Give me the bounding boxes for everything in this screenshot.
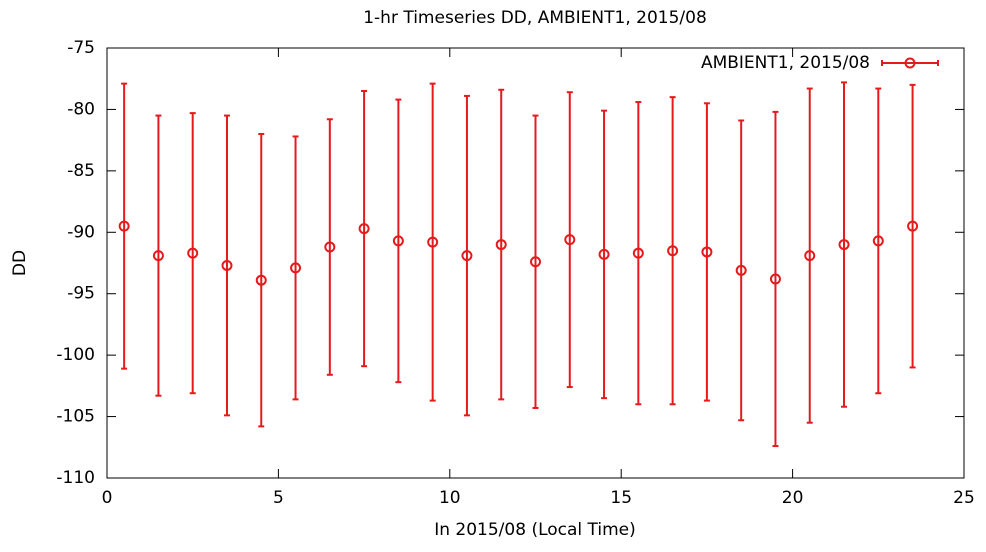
point [255,274,267,286]
point [461,250,473,262]
error-bar [292,135,299,401]
y-tick-label: -100 [56,345,95,365]
point [907,220,919,232]
error-bar [498,88,505,401]
point [598,248,610,260]
y-tick-label: -95 [67,284,95,304]
error-bar [909,83,916,369]
x-tick-label: 10 [439,488,461,508]
point [358,223,370,235]
point [427,236,439,248]
point [735,264,747,276]
error-bar [532,114,539,409]
error-bar [738,119,745,422]
point [324,241,336,253]
y-tick-label: -110 [56,468,95,488]
error-bar [121,82,128,370]
x-tick-label: 0 [102,488,113,508]
error-bar [395,98,402,384]
error-bar [223,114,230,417]
error-bar [361,90,368,368]
error-bar [635,101,642,406]
point [221,259,233,271]
error-bar [841,81,848,408]
x-tick-label: 15 [610,488,632,508]
point [667,245,679,257]
y-tick-label: -75 [67,38,95,58]
legend-label: AMBIENT1, 2015/08 [701,53,870,73]
point [530,256,541,268]
point [392,235,404,247]
plot-border [106,47,965,479]
point [872,235,884,247]
chart-title: 1-hr Timeseries DD, AMBIENT1, 2015/08 [363,8,707,28]
error-bar [669,96,676,406]
point [804,250,816,262]
error-bar [326,118,333,376]
point [564,234,576,246]
legend-marker [904,57,916,69]
point [701,246,713,258]
error-bar [566,91,573,389]
y-tick-label: -105 [56,407,95,427]
error-bar [155,114,162,397]
point [769,273,781,285]
point [152,250,164,262]
point [187,247,199,259]
error-bar [189,112,196,395]
error-bar [601,109,608,400]
point [118,220,130,232]
point [495,239,507,251]
y-axis-label: DD [10,250,30,276]
x-tick-label: 5 [273,488,284,508]
error-bar [258,133,265,428]
point [290,262,302,274]
error-bar [429,82,436,402]
error-bar [703,102,710,402]
x-tick-label: 25 [953,488,975,508]
point [838,239,850,251]
y-tick-label: -90 [67,222,95,242]
y-tick-label: -85 [67,161,95,181]
y-tick-label: -80 [67,99,95,119]
point [632,247,644,259]
error-bar [772,110,779,448]
error-bar [463,94,470,417]
error-bar [875,87,882,395]
x-tick-label: 20 [782,488,804,508]
x-axis-label: In 2015/08 (Local Time) [434,520,636,540]
error-bar [806,87,813,424]
